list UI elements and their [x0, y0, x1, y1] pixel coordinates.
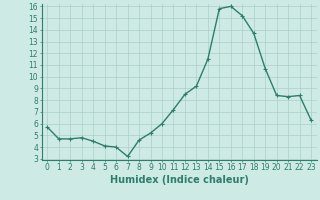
X-axis label: Humidex (Indice chaleur): Humidex (Indice chaleur)	[110, 175, 249, 185]
